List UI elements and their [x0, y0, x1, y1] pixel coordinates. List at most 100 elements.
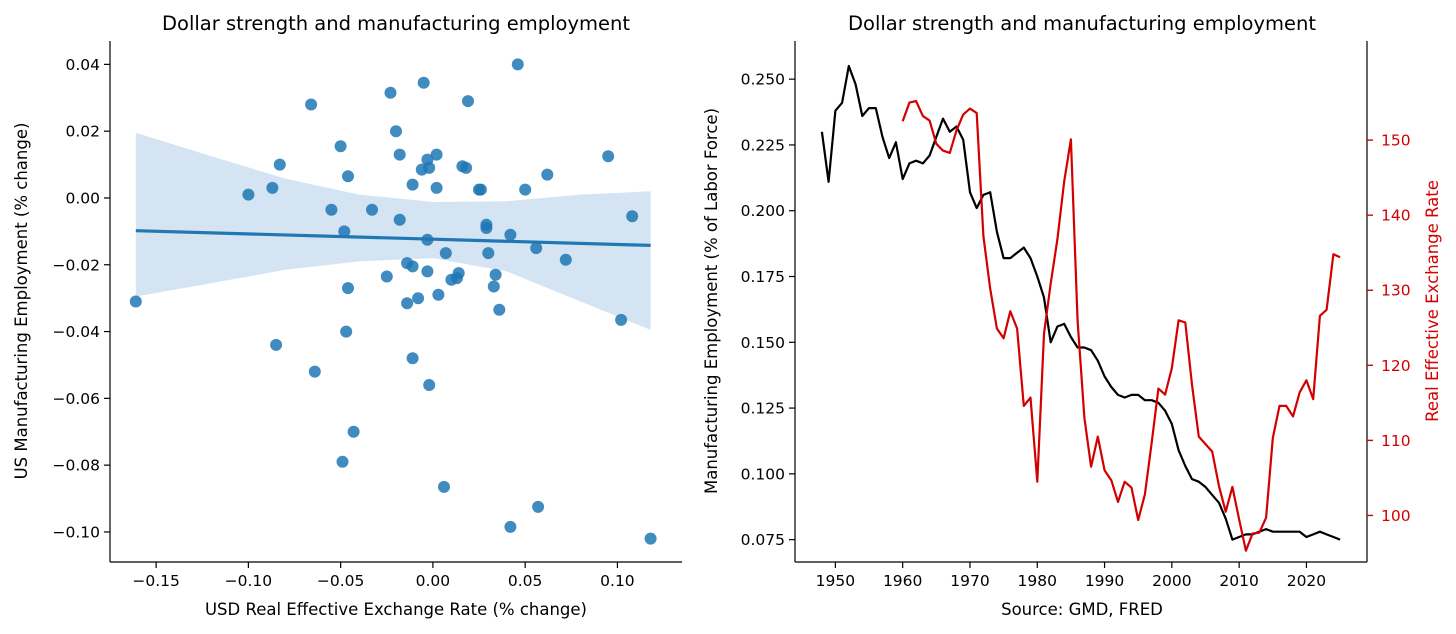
- scatter-point: [336, 455, 349, 468]
- right-y-tick-label: 120: [1381, 357, 1411, 375]
- regression-fit-line: [135, 229, 651, 247]
- right-left-y-ticks: 0.250 0.225 0.200 0.175 0.150 0.125 0.100 0.075: [741, 71, 795, 549]
- scatter-point: [530, 242, 543, 255]
- x-tick-label: 1970: [950, 572, 989, 590]
- y-tick-label: 0.100: [741, 465, 785, 483]
- scatter-point: [460, 161, 473, 174]
- scatter-point: [406, 260, 419, 273]
- scatter-point: [541, 168, 554, 181]
- scatter-point: [380, 270, 393, 283]
- confidence-band: [135, 132, 651, 330]
- x-tick-label: 0.10: [600, 572, 635, 590]
- scatter-point: [452, 267, 465, 280]
- scatter-point: [644, 532, 657, 545]
- scatter-point: [519, 183, 532, 196]
- confidence-band-area: [135, 132, 651, 330]
- right-right-y-axis-label: Real Effective Exchange Rate: [1423, 180, 1442, 422]
- scatter-point: [342, 170, 354, 183]
- scatter-point: [308, 365, 321, 378]
- scatter-point: [423, 379, 436, 391]
- x-tick-label: 0.00: [416, 572, 451, 590]
- scatter-point: [602, 150, 615, 163]
- scatter-point: [487, 280, 500, 293]
- scatter-point: [366, 203, 378, 216]
- left-scatter-panel: Dollar strength and manufacturing employ…: [12, 12, 682, 619]
- y-tick-label: −0.06: [53, 390, 101, 408]
- y-tick-label: 0.200: [741, 202, 785, 220]
- x-tick-label: 2000: [1152, 572, 1191, 590]
- scatter-point: [412, 292, 425, 305]
- right-y-tick-label: 130: [1381, 282, 1411, 300]
- right-y-tick-label: 140: [1381, 207, 1411, 225]
- left-y-axis-label: US Manufacturing Employment (% change): [12, 123, 31, 480]
- scatter-point: [532, 500, 545, 513]
- scatter-point: [462, 95, 474, 108]
- scatter-point: [482, 247, 495, 260]
- scatter-points: [129, 58, 657, 545]
- scatter-point: [270, 338, 283, 351]
- y-tick-label: 0.150: [741, 334, 785, 352]
- x-tick-label: 1960: [883, 572, 922, 590]
- y-tick-label: 0.02: [65, 123, 100, 141]
- x-tick-label: 1950: [816, 572, 855, 590]
- scatter-point: [273, 158, 286, 171]
- scatter-point: [417, 76, 430, 89]
- scatter-point: [511, 58, 524, 71]
- y-tick-label: 0.04: [65, 56, 100, 74]
- scatter-point: [432, 288, 445, 301]
- y-tick-label: 0.125: [741, 400, 785, 418]
- employment-line: [820, 64, 1341, 541]
- right-y-tick-label: 100: [1381, 507, 1411, 525]
- scatter-point: [340, 325, 353, 338]
- x-tick-label: 2010: [1219, 572, 1258, 590]
- scatter-point: [480, 222, 493, 234]
- scatter-point: [334, 140, 347, 153]
- right-line-panel: Dollar strength and manufacturing employ…: [702, 12, 1442, 619]
- scatter-point: [384, 86, 397, 99]
- scatter-point: [474, 183, 487, 196]
- y-tick-label: −0.10: [53, 523, 101, 541]
- scatter-point: [305, 98, 318, 111]
- regression-line: [135, 229, 651, 247]
- x-tick-label: −0.10: [225, 572, 273, 590]
- scatter-point: [423, 161, 436, 174]
- x-tick-label: 1980: [1018, 572, 1057, 590]
- right-y-tick-label: 110: [1381, 432, 1411, 450]
- scatter-point: [342, 282, 354, 295]
- right-chart-title: Dollar strength and manufacturing employ…: [848, 12, 1316, 35]
- scatter-point: [421, 265, 434, 278]
- scatter-point: [559, 253, 572, 266]
- y-tick-label: 0.250: [741, 71, 785, 89]
- left-x-axis-label: USD Real Effective Exchange Rate (% chan…: [205, 600, 587, 619]
- scatter-point: [504, 520, 517, 533]
- scatter-point: [439, 247, 452, 260]
- scatter-point: [393, 148, 406, 161]
- scatter-point: [347, 425, 360, 438]
- scatter-point: [393, 213, 406, 226]
- x-tick-label: −0.05: [317, 572, 365, 590]
- scatter-point: [242, 188, 255, 201]
- left-chart-title: Dollar strength and manufacturing employ…: [162, 12, 630, 35]
- x-tick-label: 1990: [1085, 572, 1124, 590]
- scatter-point: [615, 313, 628, 326]
- scatter-point: [406, 352, 419, 365]
- scatter-point: [489, 268, 502, 281]
- x-tick-label: 2020: [1287, 572, 1326, 590]
- scatter-point: [504, 228, 517, 241]
- y-tick-label: 0.225: [741, 136, 785, 154]
- y-tick-label: −0.04: [53, 323, 101, 341]
- scatter-point: [401, 297, 414, 310]
- scatter-point: [390, 125, 402, 138]
- x-tick-label: −0.15: [132, 572, 180, 590]
- y-tick-label: 0.075: [741, 531, 785, 549]
- scatter-point: [338, 225, 351, 238]
- right-y-tick-label: 150: [1381, 132, 1411, 150]
- y-tick-label: 0.175: [741, 268, 785, 286]
- y-tick-label: −0.08: [53, 457, 101, 475]
- right-x-ticks: 1950 1960 1970 1980 1990 2000 2010 2020: [816, 562, 1326, 590]
- scatter-point: [266, 181, 279, 194]
- scatter-point: [430, 181, 443, 194]
- scatter-point: [438, 480, 450, 493]
- scatter-point: [430, 148, 443, 161]
